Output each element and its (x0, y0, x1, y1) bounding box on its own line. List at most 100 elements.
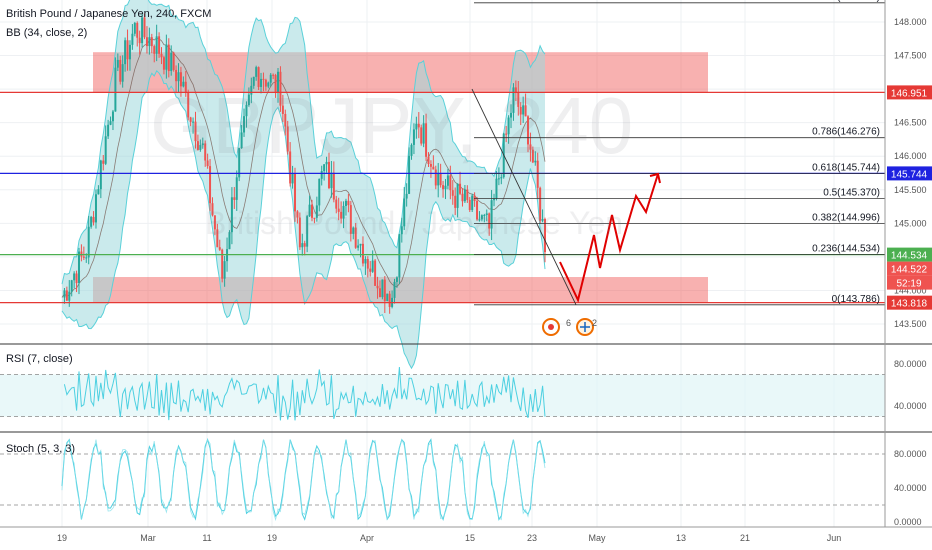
candle-body (243, 116, 246, 133)
price-tick: 145.000 (894, 218, 927, 228)
candle-body (289, 151, 292, 184)
candle-body (340, 211, 343, 219)
candle-body (303, 243, 306, 247)
candle-body (143, 17, 146, 38)
candle-body (308, 204, 311, 217)
projection-path (559, 173, 659, 303)
candle-body (179, 72, 182, 87)
candle-body (119, 59, 122, 82)
projection-arrowhead (649, 172, 661, 184)
candle-body (415, 123, 418, 130)
candle-body (145, 37, 148, 47)
candle-body (153, 46, 156, 54)
stoch-tick: 80.0000 (894, 449, 927, 459)
candle-body (221, 249, 224, 279)
candle-body (102, 160, 105, 164)
candle-body (255, 67, 258, 77)
candle-body (150, 37, 153, 47)
candle-body (264, 79, 267, 87)
time-tick: 13 (676, 533, 686, 543)
candle-body (437, 172, 440, 186)
candle-body (412, 129, 415, 145)
candle-body (182, 81, 185, 87)
candle-body (172, 52, 175, 70)
rsi-line (63, 366, 546, 421)
candle-body (230, 197, 233, 233)
candle-body (463, 189, 466, 202)
candle-body (490, 200, 493, 229)
rsi-tick: 80.0000 (894, 359, 927, 369)
candle-body (160, 53, 163, 58)
candle-body (374, 260, 377, 286)
candle-body (87, 226, 90, 258)
fib-label: 0.786(146.276) (812, 127, 880, 138)
candle-body (184, 81, 187, 93)
candle-body (121, 64, 124, 82)
fib-label: 0.382(144.996) (812, 213, 880, 224)
candle-body (522, 105, 525, 115)
candle-body (85, 257, 88, 259)
candle-body (357, 245, 360, 248)
candle-body (449, 175, 452, 191)
candle-body (65, 290, 68, 301)
time-tick: Mar (140, 533, 156, 543)
candle-body (252, 76, 255, 86)
candle-body (468, 199, 471, 210)
stoch-pane (0, 437, 885, 522)
stoch-k (61, 437, 546, 522)
candle-body (228, 232, 231, 250)
candle-body (466, 189, 469, 200)
candle-body (238, 148, 241, 178)
candle-body (408, 155, 411, 194)
candle-body (114, 67, 117, 112)
candle-body (434, 169, 437, 186)
bb-legend: BB (34, close, 2) (6, 27, 88, 39)
candle-body (335, 199, 338, 209)
candle-body (393, 281, 396, 298)
candle-body (245, 104, 248, 117)
candle-body (512, 87, 515, 113)
candle-body (286, 126, 289, 152)
candle-body (442, 185, 445, 190)
candle-body (111, 111, 114, 122)
candle-body (274, 75, 277, 93)
price-badge-label: 143.818 (891, 299, 928, 310)
candle-body (77, 251, 80, 284)
candle-body (82, 256, 85, 258)
candle-body (73, 273, 76, 281)
price-badges: 146.951 145.744 144.534 144.522 52:19 143.818 (887, 85, 932, 310)
candle-body (366, 259, 369, 269)
candle-body (378, 288, 381, 298)
candle-body (313, 217, 316, 219)
flag-icon (580, 322, 590, 332)
price-badge (887, 85, 932, 100)
candle-body (359, 243, 362, 246)
stoch-legend: Stoch (5, 3, 3) (6, 443, 76, 455)
candle-body (262, 78, 265, 80)
time-tick: 19 (57, 533, 67, 543)
candle-body (267, 82, 270, 87)
candle-body (269, 74, 272, 83)
candle-body (109, 121, 112, 125)
candle-body (519, 106, 522, 115)
fib-label: 0.5(145.370) (823, 188, 880, 199)
stoch-tick: 40.0000 (894, 483, 927, 493)
time-tick: Apr (360, 533, 374, 543)
candle-body (206, 160, 209, 167)
candle-body (201, 143, 204, 146)
candle-body (471, 195, 474, 210)
price-tick: 146.000 (894, 151, 927, 161)
candle-body (354, 227, 357, 248)
candle-body (444, 185, 447, 190)
price-tick: 147.500 (894, 51, 927, 61)
fib-label: 0.618(145.744) (812, 162, 880, 173)
candle-body (461, 193, 464, 202)
candle-body (429, 163, 432, 167)
fib-label: 1.414(148.286) (812, 0, 880, 3)
candle-body (70, 280, 73, 292)
candle-body (199, 145, 202, 150)
time-tick: 15 (465, 533, 475, 543)
candle-body (294, 173, 297, 212)
